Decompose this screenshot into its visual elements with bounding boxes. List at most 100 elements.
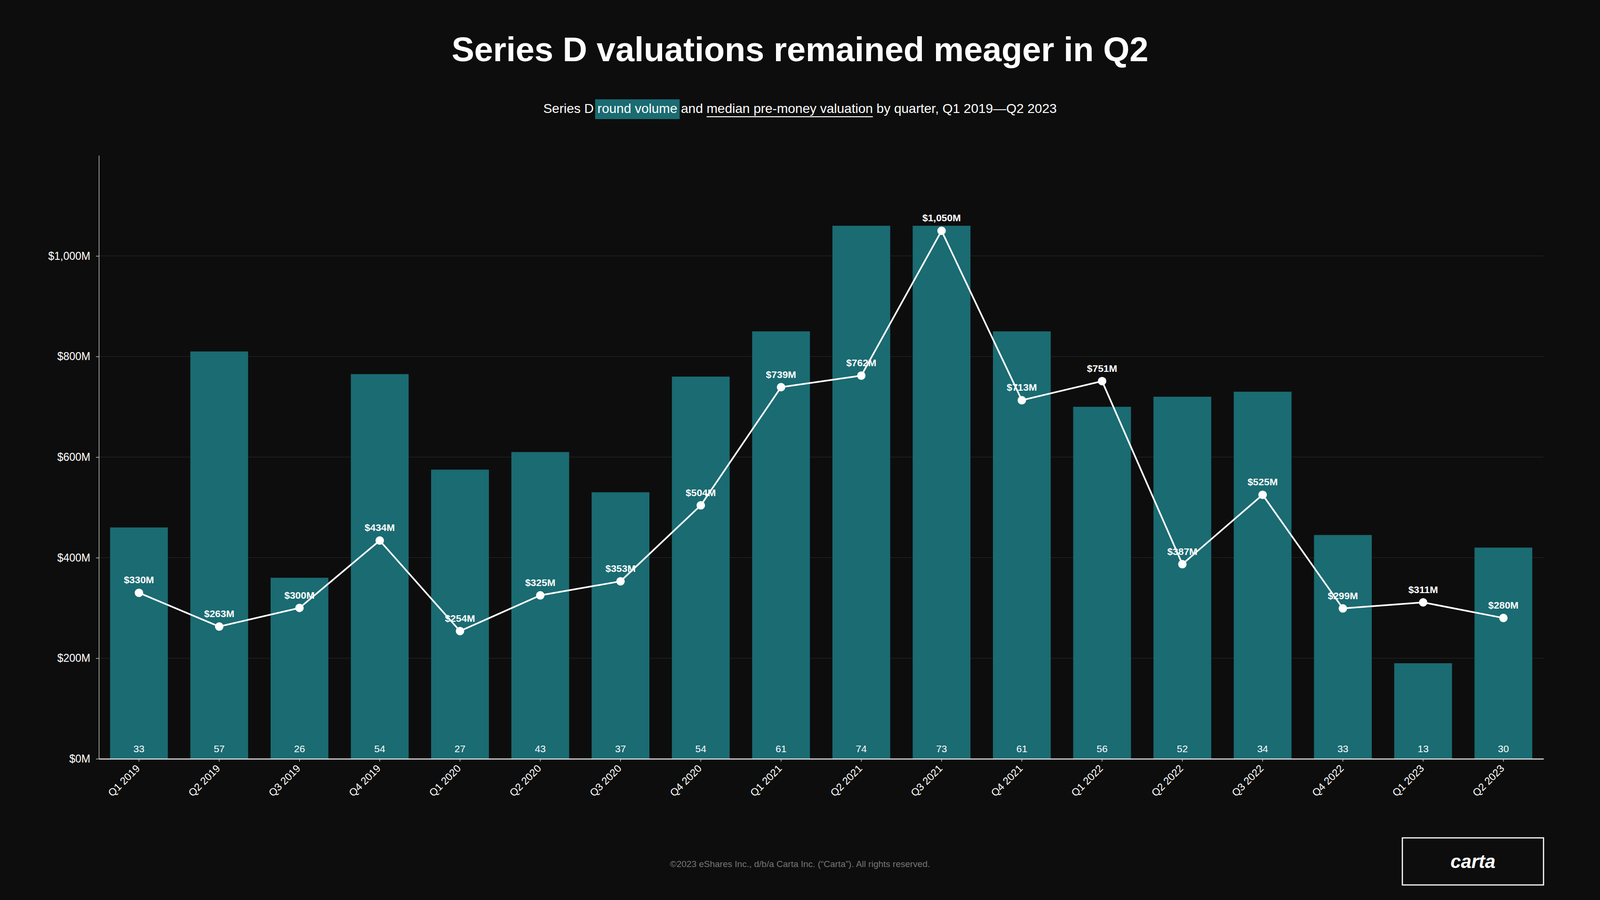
x-tick-label: Q2 2022	[1149, 762, 1186, 799]
x-tick-mark	[1182, 758, 1183, 762]
subtitle-part: round volume	[597, 101, 678, 116]
bar-count-label: 34	[1256, 743, 1269, 754]
marker	[856, 371, 866, 380]
bar-count-label: 74	[856, 743, 868, 754]
marker	[295, 603, 304, 613]
logo: carta	[1402, 837, 1544, 885]
line	[138, 230, 1504, 631]
bar	[1233, 391, 1292, 759]
x-tick-label: Q3 2019	[266, 762, 303, 799]
x-tick-label: Q1 2020	[426, 762, 464, 799]
x-tick-label: Q3 2022	[1229, 762, 1266, 799]
background	[0, 0, 1600, 900]
y-tick-label: $1,000M	[48, 249, 91, 263]
labels: 335726542743375461747361565234331330$330…	[123, 212, 1519, 754]
x-tick-label: Q4 2019	[346, 762, 383, 799]
y-tick-label: $0M	[69, 752, 91, 765]
line-value-label: $353M	[605, 562, 636, 574]
y-tick-mark	[96, 557, 99, 559]
x-tick-mark	[1503, 758, 1504, 762]
bar	[351, 374, 409, 759]
marker	[1097, 376, 1107, 386]
bar-count-label: 52	[1176, 743, 1188, 754]
logo-box	[1402, 837, 1544, 885]
line-value-label: $280M	[1488, 599, 1519, 611]
x-tick-label: Q1 2021	[747, 762, 784, 799]
x-tick-mark	[780, 758, 782, 762]
marker	[1338, 604, 1348, 613]
bar	[511, 451, 570, 759]
subtitle-part: Series D	[543, 101, 598, 116]
x-tick: Q1 2023	[1390, 758, 1427, 799]
bar	[672, 376, 730, 759]
marker	[937, 226, 946, 235]
marker	[616, 576, 625, 586]
x-tick: Q3 2022	[1229, 758, 1266, 799]
line-value-label: $1,050M	[922, 212, 961, 224]
bar-count-label: 73	[936, 743, 947, 754]
line-value-label: $751M	[1087, 362, 1118, 374]
y-tick-label: $400M	[57, 551, 91, 564]
x-tick-mark	[1021, 758, 1023, 762]
y-tick-label: $600M	[57, 450, 91, 464]
marker	[1258, 490, 1267, 499]
marker	[1017, 395, 1026, 405]
x-tick-label: Q2 2020	[506, 762, 544, 799]
marker	[696, 501, 705, 510]
x-tick-label: Q4 2021	[988, 762, 1025, 799]
marker	[456, 626, 465, 636]
marker	[375, 536, 384, 545]
x-tick-mark	[1262, 758, 1264, 762]
y-tick-mark	[96, 758, 99, 760]
bar-count-label: 61	[775, 743, 787, 754]
title: Series D valuations remained meager in Q…	[451, 30, 1149, 69]
x-tick: Q4 2022	[1309, 758, 1346, 799]
bar	[752, 331, 810, 759]
x-tick-mark	[1101, 758, 1103, 762]
x-tick-label: Q1 2023	[1390, 762, 1427, 799]
bar-count-label: 27	[454, 743, 466, 754]
subtitle: Series D round volume and median pre-mon…	[543, 99, 1057, 120]
y-tick: $400M	[57, 551, 99, 564]
x-tick: Q2 2021	[828, 758, 865, 799]
bar	[1313, 535, 1372, 759]
marker	[1499, 613, 1508, 623]
bar	[591, 492, 650, 759]
marker	[776, 383, 786, 392]
x-tick: Q1 2020	[426, 758, 464, 799]
x-tick: Q1 2021	[747, 758, 784, 799]
line-value-label: $434M	[364, 521, 395, 533]
grid	[98, 256, 1544, 759]
line-value-label: $311M	[1408, 584, 1439, 595]
x-tick: Q3 2019	[266, 758, 303, 799]
y-tick-mark	[96, 657, 99, 659]
x-tick-label: Q3 2021	[908, 762, 945, 799]
x-tick: Q1 2019	[105, 758, 143, 799]
subtitle-part: by quarter, Q1 2019—Q2 2023	[872, 101, 1057, 116]
y-tick-mark	[96, 456, 99, 458]
bar	[110, 527, 168, 759]
marker	[1418, 598, 1428, 607]
line-value-label: $387M	[1167, 545, 1198, 557]
x-tick-mark	[540, 758, 541, 762]
x-tick-mark	[1342, 758, 1344, 762]
x-tick-label: Q2 2023	[1470, 762, 1507, 799]
grid-line	[98, 255, 1544, 256]
chart: Series D valuations remained meager in Q…	[0, 0, 1600, 900]
line-value-label: $504M	[685, 487, 716, 498]
y-tick-mark	[96, 256, 99, 257]
line-value-label: $330M	[123, 574, 154, 585]
subtitle-underline	[706, 116, 873, 118]
bar-count-label: 33	[133, 743, 145, 754]
x-tick: Q2 2019	[185, 758, 223, 799]
x-tick-mark	[459, 758, 461, 762]
x-tick-mark	[138, 758, 140, 762]
x-axis-line	[99, 758, 1544, 760]
y-tick: $800M	[57, 350, 99, 363]
x-tick-mark	[700, 758, 702, 762]
x-tick-label: Q2 2019	[185, 762, 223, 799]
bar-count-label: 61	[1016, 743, 1028, 754]
x-tick: Q1 2022	[1068, 758, 1105, 799]
x-tick: Q4 2020	[667, 758, 704, 799]
y-axis-line	[98, 155, 100, 760]
